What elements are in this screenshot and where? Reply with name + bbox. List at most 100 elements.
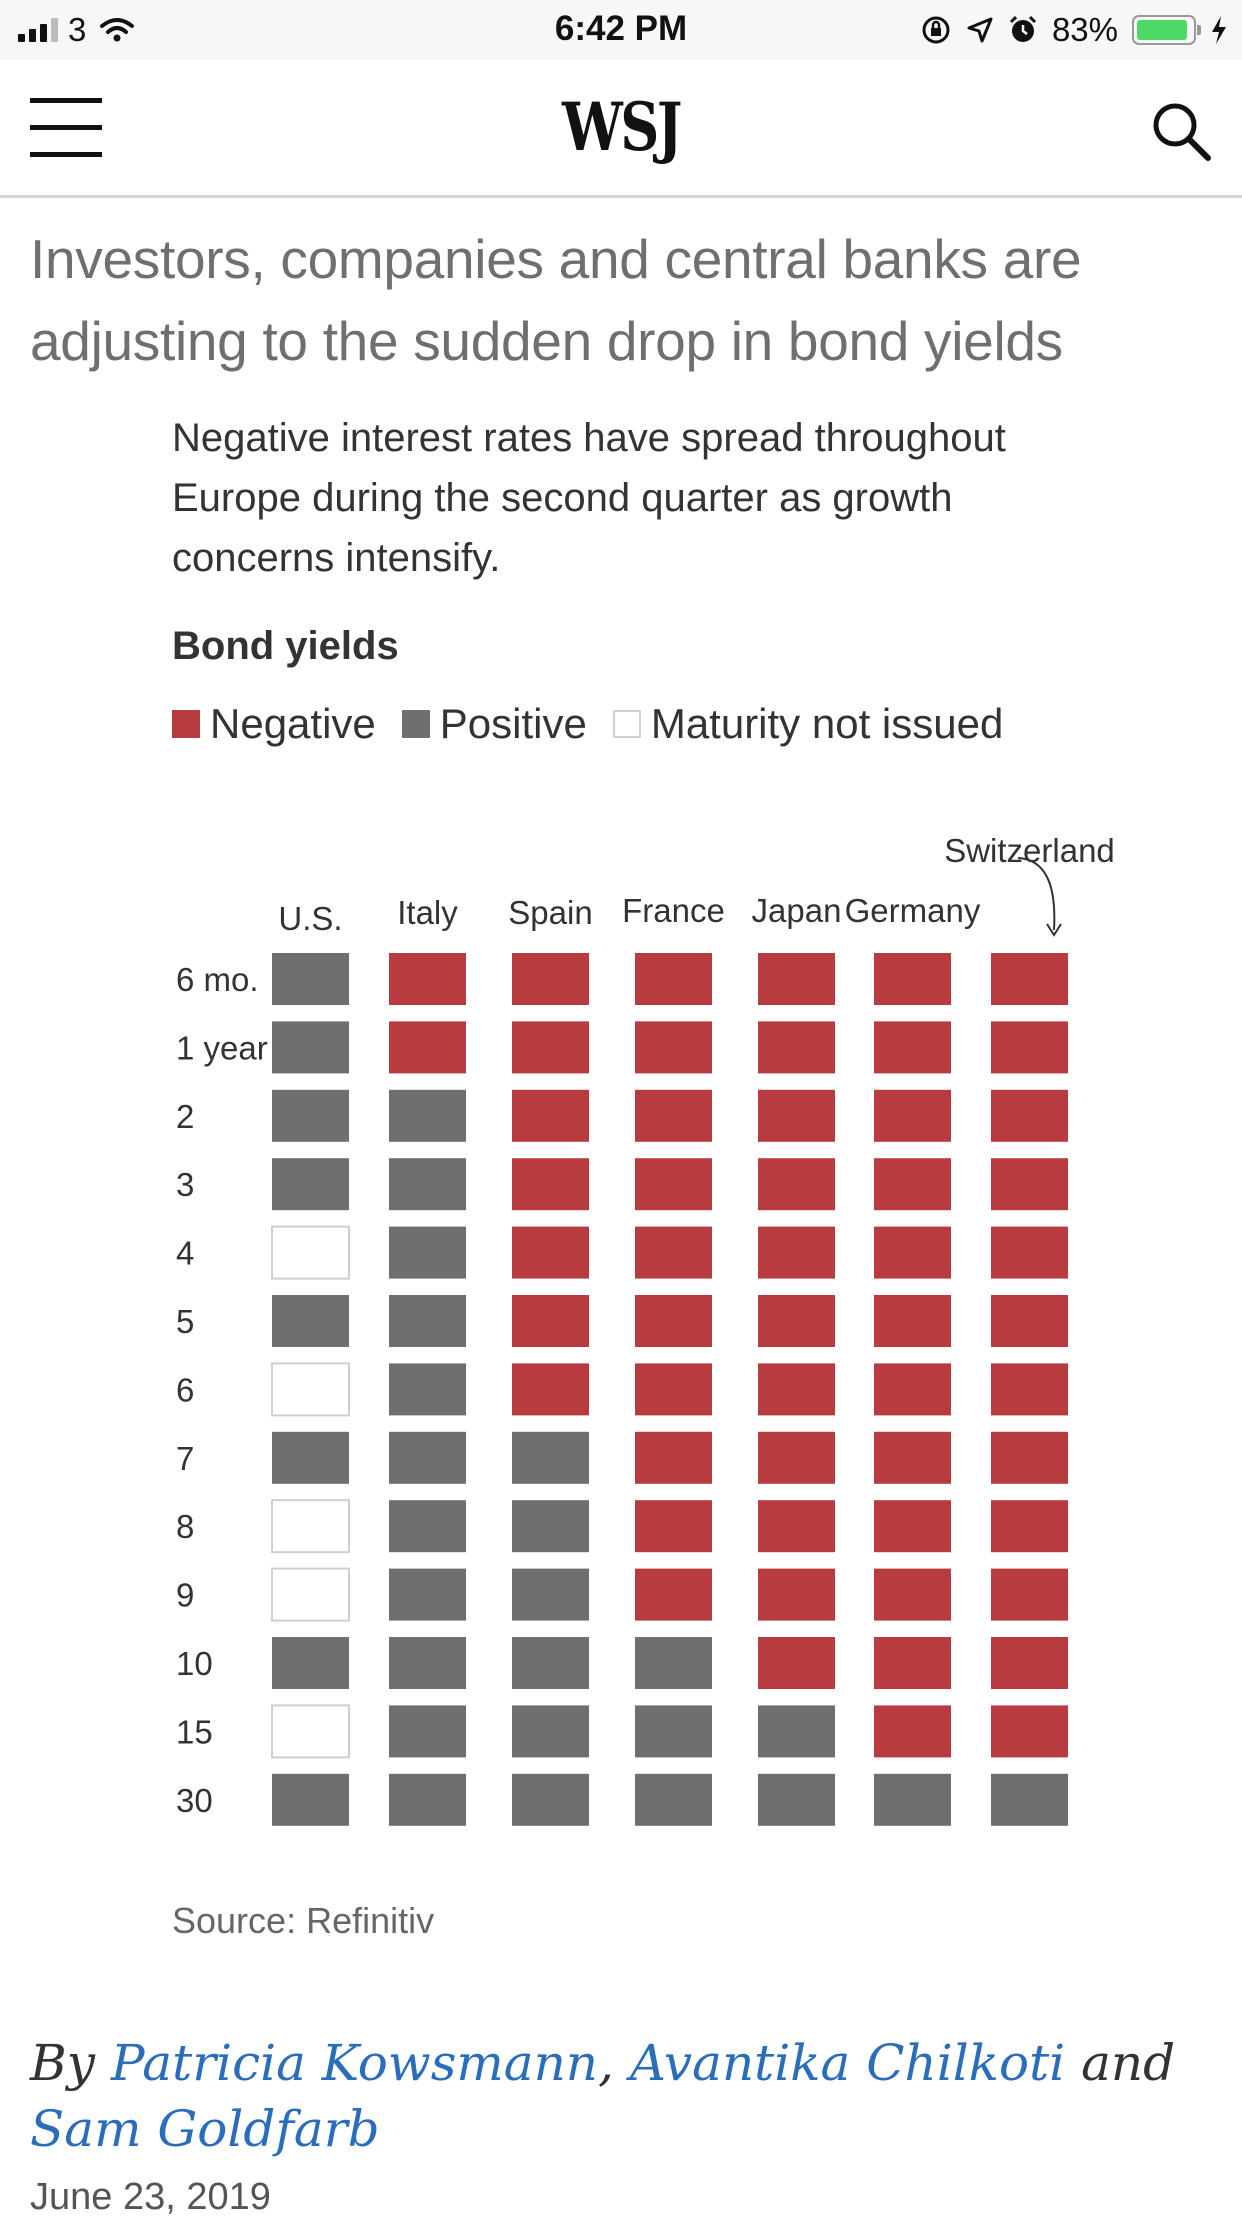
grid-cell [389, 1500, 466, 1553]
grid-cell [272, 1637, 349, 1689]
grid-cell [272, 1431, 349, 1484]
grid-cell [635, 953, 712, 1005]
grid-cell [512, 1500, 589, 1553]
wifi-icon [100, 18, 135, 42]
grid-cell [512, 1158, 589, 1211]
grid-cell [635, 1363, 712, 1416]
hamburger-menu-icon[interactable] [30, 98, 102, 158]
grid-cell [271, 1499, 350, 1554]
wsj-logo[interactable]: WSJ [561, 88, 683, 166]
battery-percentage: 83% [1051, 11, 1118, 48]
row-label: 10 [176, 1645, 213, 1682]
grid-cell [874, 1705, 951, 1758]
chart-title: Bond yields [172, 624, 399, 668]
legend-negative: Negative [172, 700, 376, 748]
grid-cell [512, 1363, 589, 1416]
grid-cell [874, 953, 951, 1005]
grid-cell [758, 1158, 835, 1211]
grid-cell [991, 953, 1068, 1005]
grid-cell [389, 953, 466, 1005]
grid-cell [635, 1431, 712, 1484]
alarm-icon [1009, 15, 1036, 42]
grid-cell [389, 1158, 466, 1211]
grid-cell [758, 953, 835, 1005]
row-label: 9 [176, 1577, 194, 1614]
grid-cell [874, 1089, 951, 1142]
grid-cell [272, 1158, 349, 1211]
grid-cell [874, 1158, 951, 1211]
byline-and: and [1081, 2034, 1176, 2092]
row-label: 3 [176, 1166, 194, 1203]
search-icon[interactable] [1150, 100, 1212, 162]
grid-cell [389, 1089, 466, 1142]
clock: 6:42 PM [554, 9, 688, 48]
author-link-avantika-chilkoti[interactable]: Avantika Chilkoti [629, 2034, 1066, 2092]
grid-cell [991, 1637, 1068, 1689]
battery-icon [1132, 15, 1201, 45]
chart-column-labels: U.S. Italy Spain France Japan Germany Switzerl… [278, 832, 1114, 937]
grid-cell [635, 1295, 712, 1347]
chart-description: Negative interest rates have spread thro… [172, 416, 1006, 580]
grid-cell [635, 1637, 712, 1689]
status-right: 83% [920, 8, 1228, 52]
grid-cell [758, 1500, 835, 1553]
grid-cell [389, 1773, 466, 1826]
legend-label-negative: Negative [210, 700, 376, 747]
grid-cell [874, 1363, 951, 1416]
grid-cell [758, 1021, 835, 1074]
grid-cell [991, 1363, 1068, 1416]
grid-cell [991, 1089, 1068, 1142]
author-link-sam-goldfarb[interactable]: Sam Goldfarb [30, 2100, 380, 2158]
column-label: Spain [508, 894, 592, 931]
grid-cell [758, 1773, 835, 1826]
grid-cell [512, 1705, 589, 1758]
grid-cell [512, 1431, 589, 1484]
grid-cell [874, 1295, 951, 1347]
site-header: WSJ [0, 60, 1242, 198]
grid-cell [991, 1773, 1068, 1826]
chart-cells [271, 953, 1068, 1826]
grid-cell [272, 1295, 349, 1347]
grid-cell [389, 1363, 466, 1416]
grid-cell [389, 1021, 466, 1074]
chart-legend: Negative Positive Maturity not issued [172, 700, 1029, 748]
grid-cell [272, 1089, 349, 1142]
column-label: Germany [845, 892, 981, 929]
legend-swatch-not-issued [612, 710, 641, 738]
grid-cell [512, 1295, 589, 1347]
grid-cell [635, 1089, 712, 1142]
grid-cell [635, 1568, 712, 1621]
rotation-lock-icon [922, 16, 950, 44]
row-label: 8 [176, 1508, 194, 1545]
column-label: U.S. [278, 900, 342, 937]
grid-cell [874, 1021, 951, 1074]
grid-cell [635, 1158, 712, 1211]
grid-cell [389, 1295, 466, 1347]
switzerland-callout-arrowhead [1046, 923, 1062, 937]
grid-cell [635, 1226, 712, 1279]
grid-cell [512, 953, 589, 1005]
grid-cell [874, 1637, 951, 1689]
grid-cell [512, 1089, 589, 1142]
author-link-patricia-kowsmann[interactable]: Patricia Kowsmann [110, 2034, 598, 2092]
grid-cell [272, 1773, 349, 1826]
legend-label-not-issued: Maturity not issued [650, 700, 1004, 747]
cellular-signal-icon [18, 18, 58, 42]
column-label: Japan [752, 892, 842, 929]
grid-cell [758, 1431, 835, 1484]
grid-cell [758, 1295, 835, 1347]
legend-positive: Positive [401, 700, 587, 748]
article-subheadline: Investors, companies and central banks a… [30, 228, 1082, 372]
grid-cell [991, 1158, 1068, 1211]
grid-cell [512, 1773, 589, 1826]
switzerland-callout-arrow [1017, 857, 1056, 931]
grid-cell [271, 1704, 350, 1759]
byline-separator: , [598, 2034, 614, 2092]
grid-cell [512, 1568, 589, 1621]
grid-cell [272, 1021, 349, 1074]
carrier-label: 3 [68, 11, 87, 48]
grid-cell [272, 953, 349, 1005]
legend-swatch-positive [401, 710, 430, 738]
grid-cell [991, 1431, 1068, 1484]
grid-cell [271, 1362, 350, 1417]
